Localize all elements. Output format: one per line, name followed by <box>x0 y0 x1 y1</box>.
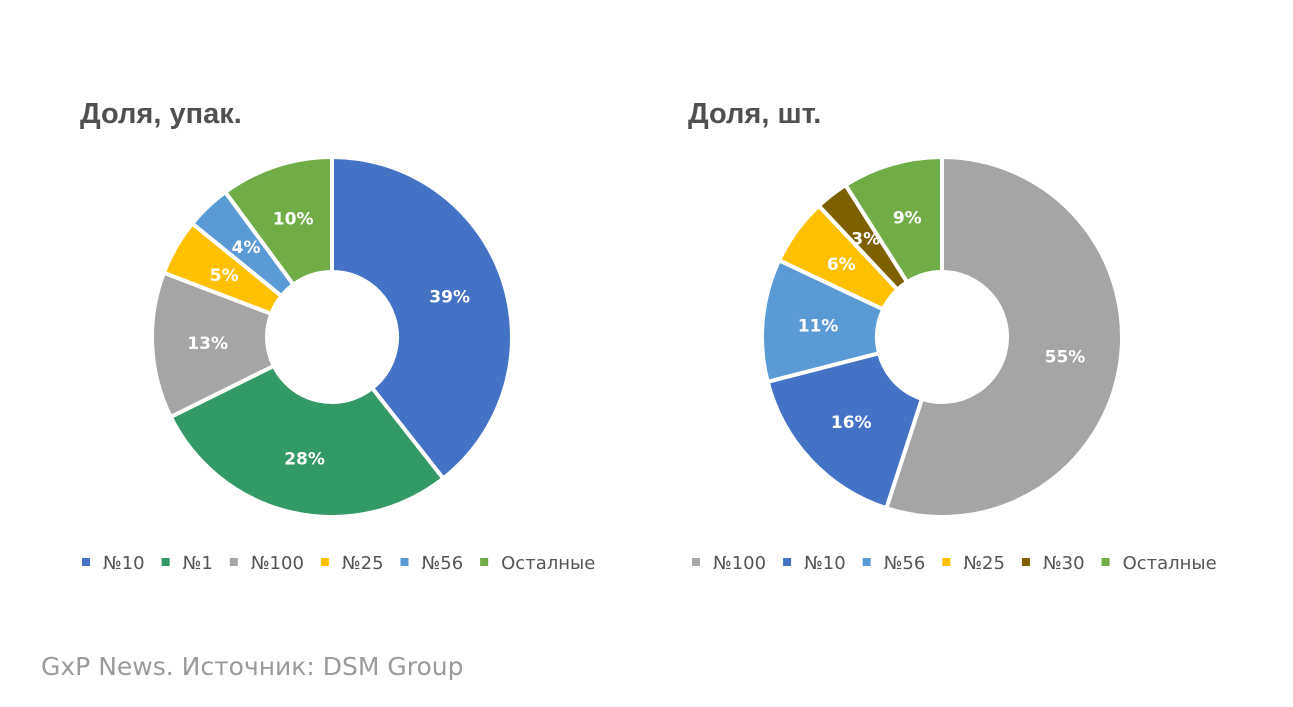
legend-item-n30: №30 <box>1021 553 1085 574</box>
data-label-n100: 13% <box>187 334 228 354</box>
legend-marker <box>400 558 409 566</box>
legend-marker <box>82 558 90 566</box>
data-label-n56: 4% <box>232 238 261 258</box>
legend-label: №56 <box>422 553 464 574</box>
legend-label: №1 <box>183 553 213 574</box>
data-label-осталные: 9% <box>893 208 922 228</box>
chart-dolya-sht: Доля, шт. 55%16%11%6%3%9% №100 №10 №56 №25 №… <box>688 98 1217 574</box>
donut-slices <box>760 155 1124 519</box>
legend-item-n10: №10 <box>783 553 846 574</box>
source-note: GxP News. Источник: DSM Group <box>41 652 464 681</box>
chart-title: Доля, шт. <box>688 98 821 130</box>
legend-label: Осталные <box>501 553 595 574</box>
legend-marker <box>161 558 170 566</box>
slice-n56 <box>760 258 886 384</box>
data-label-n10: 39% <box>429 287 470 307</box>
data-label-n56: 11% <box>798 316 839 336</box>
legend-marker <box>229 558 238 566</box>
legend-label: №30 <box>1043 553 1085 574</box>
legend-label: №56 <box>884 553 926 574</box>
slice-n100 <box>884 155 1124 519</box>
legend-marker <box>862 558 871 566</box>
slice-n100 <box>150 270 276 419</box>
legend-item-n100: №100 <box>229 553 304 574</box>
data-label-n10: 16% <box>831 413 872 433</box>
legend-marker <box>1101 558 1110 566</box>
legend-item-n1: №1 <box>161 553 213 574</box>
data-label-n25: 6% <box>827 255 856 275</box>
legend-item-n56: №56 <box>862 553 926 574</box>
slice-labels: 39% 28% 13% 5% 4% 10% <box>187 210 470 470</box>
legend-marker <box>692 558 700 566</box>
legend-item-осталные: Осталные <box>1101 553 1217 574</box>
data-label-n1: 28% <box>284 449 325 469</box>
slice-осталные <box>223 155 334 287</box>
legend-label: №25 <box>342 553 384 574</box>
legend-marker <box>1021 558 1030 566</box>
legend-label: Осталные <box>1123 553 1217 574</box>
data-label-осталные: 10% <box>273 210 314 230</box>
legend-item-n10: №10 <box>82 553 145 574</box>
chart-dolya-upak: Доля, упак. 39% 28% 13% 5% 4% 10% №10 №1 №100 №2… <box>80 98 595 574</box>
chart-title: Доля, упак. <box>80 98 242 130</box>
donut-slices <box>150 155 514 519</box>
legend-marker <box>480 558 489 566</box>
legend-item-n25: №25 <box>942 553 1005 574</box>
legend-label: №10 <box>103 553 145 574</box>
slice-labels: 55% 16% 11% 6% 3% 9% <box>798 208 1086 433</box>
data-label-n100: 55% <box>1045 347 1086 367</box>
legend: №10 №1 №100 №25 №56 Осталные <box>82 553 595 574</box>
legend-item-осталные: Осталные <box>480 553 595 574</box>
slice-n10 <box>765 351 924 511</box>
legend-label: №100 <box>251 553 304 574</box>
legend-marker <box>942 558 951 566</box>
slice-n10 <box>330 155 514 481</box>
data-label-n25: 5% <box>210 266 239 286</box>
legend-label: №10 <box>804 553 846 574</box>
legend-marker <box>320 558 329 566</box>
legend-item-n100: №100 <box>692 553 766 574</box>
legend-label: №100 <box>713 553 766 574</box>
legend-item-n25: №25 <box>320 553 384 574</box>
slice-осталные <box>843 155 944 285</box>
legend-label: №25 <box>963 553 1005 574</box>
legend-marker <box>783 558 792 566</box>
legend: №100 №10 №56 №25 №30 Осталные <box>692 553 1217 574</box>
slice-n1 <box>168 363 446 519</box>
data-label-n30: 3% <box>851 230 880 250</box>
legend-item-n56: №56 <box>400 553 464 574</box>
